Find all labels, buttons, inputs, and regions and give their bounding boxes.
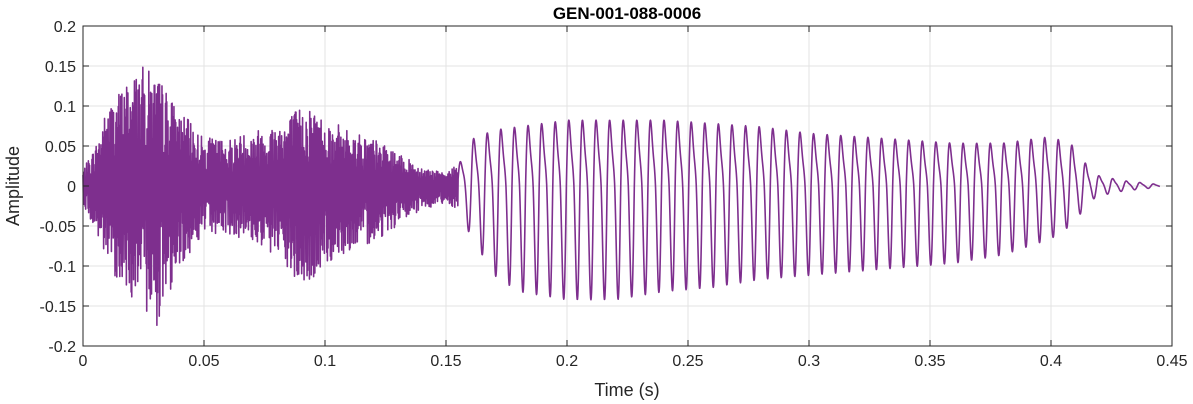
x-tick-label: 0.2 bbox=[556, 353, 578, 370]
x-tick-label: 0 bbox=[79, 353, 88, 370]
x-tick-label: 0.1 bbox=[314, 353, 336, 370]
x-tick-label: 0.3 bbox=[798, 353, 820, 370]
waveform-line bbox=[82, 66, 1161, 326]
x-axis-label: Time (s) bbox=[594, 380, 659, 400]
y-tick-label: 0.15 bbox=[45, 59, 76, 76]
waveform-series bbox=[82, 66, 1161, 326]
y-axis-label: Amplitude bbox=[3, 146, 23, 226]
y-tick-label: -0.2 bbox=[48, 339, 76, 356]
y-tick-label: 0.1 bbox=[54, 99, 76, 116]
y-tick-label: -0.15 bbox=[40, 299, 77, 316]
y-tick-label: 0.05 bbox=[45, 139, 76, 156]
x-tick-label: 0.05 bbox=[188, 353, 219, 370]
y-tick-label: -0.05 bbox=[40, 219, 77, 236]
x-tick-label: 0.4 bbox=[1040, 353, 1062, 370]
axis-ticks: 0 0.05 0.1 0.15 0.2 0.25 0.3 0.35 0.4 0.45 -0.2 -0.… bbox=[40, 19, 1188, 370]
y-tick-label: 0 bbox=[67, 179, 76, 196]
x-tick-label: 0.45 bbox=[1156, 353, 1187, 370]
chart-title: GEN-001-088-0006 bbox=[553, 4, 701, 23]
x-tick-label: 0.35 bbox=[914, 353, 945, 370]
x-tick-label: 0.25 bbox=[672, 353, 703, 370]
y-tick-label: 0.2 bbox=[54, 19, 76, 36]
y-tick-label: -0.1 bbox=[48, 259, 76, 276]
x-tick-label: 0.15 bbox=[430, 353, 461, 370]
